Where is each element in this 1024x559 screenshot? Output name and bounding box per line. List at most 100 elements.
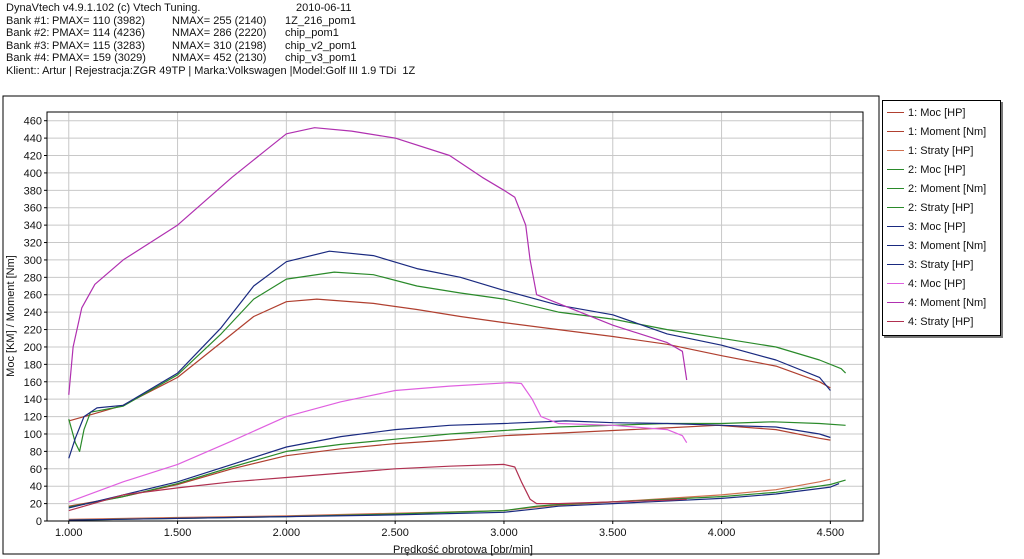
x-tick-label: 4.000: [708, 527, 736, 539]
y-tick-label: 200: [24, 342, 42, 354]
series-line: [68, 424, 831, 507]
y-axis-label: Moc [KM] / Moment [Nm]: [5, 255, 17, 377]
tick-labels: 0 20 40 60 80 100 120 140 160 180 200 220 240 260 280 3…: [24, 116, 844, 539]
x-axis-label: Prędkość obrotowa [obr/min]: [393, 544, 533, 556]
legend-label: 1: Straty [HP]: [908, 144, 974, 157]
series-line: [68, 271, 847, 452]
y-tick-label: 20: [30, 499, 42, 511]
series-line: [68, 483, 840, 521]
bank-file: chip_v2_pom1: [285, 39, 357, 52]
series-line: [68, 463, 687, 512]
legend-label: 4: Straty [HP]: [908, 315, 974, 328]
legend-item: 2: Moc [HP]: [887, 160, 965, 179]
legend-swatch: [887, 207, 904, 208]
legend-swatch: [887, 283, 904, 284]
header-app-line: DynaVtech v4.9.1.102 (c) Vtech Tuning. 2…: [6, 2, 351, 15]
x-tick-label: 3.000: [490, 527, 518, 539]
series-line: [68, 421, 846, 508]
legend-item: 2: Moment [Nm]: [887, 179, 986, 198]
legend-label: 1: Moment [Nm]: [908, 125, 987, 138]
y-tick-label: 280: [24, 272, 42, 284]
header-bank-row: Bank #1: PMAX= 110 (3982) NMAX= 255 (214…: [6, 15, 356, 28]
header-app-title: DynaVtech v4.9.1.102 (c) Vtech Tuning.: [6, 2, 201, 14]
y-tick-label: 160: [24, 377, 42, 389]
header-client-line: Klient:: Artur | Rejestracja:ZGR 49TP | …: [6, 65, 415, 78]
legend-item: 2: Straty [HP]: [887, 198, 973, 217]
y-tick-label: 100: [24, 429, 42, 441]
y-tick-label: 120: [24, 412, 42, 424]
series-line: [68, 382, 688, 503]
y-tick-label: 80: [30, 446, 42, 458]
legend-label: 2: Straty [HP]: [908, 201, 974, 214]
bank-file: 1Z_216_pom1: [285, 14, 356, 27]
legend-label: 4: Moc [HP]: [908, 277, 966, 290]
series-line: [68, 420, 831, 509]
y-tick-label: 0: [36, 516, 42, 528]
x-tick-label: 1.000: [55, 527, 83, 539]
legend-item: 3: Moc [HP]: [887, 217, 965, 236]
y-tick-label: 400: [24, 168, 42, 180]
bank-pmax: PMAX= 114 (4236): [52, 27, 146, 40]
y-tick-label: 360: [24, 203, 42, 215]
series-layer: [68, 127, 847, 521]
y-tick-label: 220: [24, 325, 42, 337]
legend-swatch: [887, 169, 904, 170]
series-line: [68, 478, 831, 520]
bank-pmax: PMAX= 159 (3029): [52, 52, 146, 65]
chart-header: DynaVtech v4.9.1.102 (c) Vtech Tuning. 2…: [6, 2, 415, 78]
bank-nmax: NMAX= 310 (2198): [172, 39, 267, 52]
legend-item: 1: Straty [HP]: [887, 141, 973, 160]
legend-swatch: [887, 112, 904, 113]
legend-swatch: [887, 188, 904, 189]
header-bank-row: Bank #4: PMAX= 159 (3029) NMAX= 452 (213…: [6, 52, 357, 65]
series-line: [68, 127, 688, 395]
legend-item: 3: Straty [HP]: [887, 255, 973, 274]
bank-file: chip_v3_pom1: [285, 52, 357, 65]
legend-item: 3: Moment [Nm]: [887, 236, 986, 255]
legend-item: 1: Moment [Nm]: [887, 122, 986, 141]
bank-pmax: PMAX= 115 (3283): [52, 39, 146, 52]
legend-label: 2: Moment [Nm]: [908, 182, 987, 195]
y-tick-label: 40: [30, 481, 42, 493]
bank-label: Bank #4:: [6, 52, 50, 65]
bank-pmax: PMAX= 110 (3982): [52, 14, 146, 27]
header-bank-row: Bank #3: PMAX= 115 (3283) NMAX= 310 (219…: [6, 40, 357, 53]
y-tick-label: 180: [24, 359, 42, 371]
legend-swatch: [887, 245, 904, 246]
legend: 1: Moc [HP] 1: Moment [Nm] 1: Straty [HP…: [882, 100, 1001, 336]
y-tick-label: 260: [24, 290, 42, 302]
header-bank-row: Bank #2: PMAX= 114 (4236) NMAX= 286 (222…: [6, 27, 339, 40]
grid: [47, 112, 863, 522]
bank-nmax: NMAX= 255 (2140): [172, 14, 267, 27]
bank-nmax: NMAX= 286 (2220): [172, 27, 267, 40]
legend-item: 4: Moc [HP]: [887, 274, 965, 293]
x-tick-label: 2.000: [273, 527, 301, 539]
bank-nmax: NMAX= 452 (2130): [172, 52, 267, 65]
bank-label: Bank #2:: [6, 27, 50, 40]
x-tick-label: 1.500: [164, 527, 192, 539]
legend-swatch: [887, 321, 904, 322]
legend-label: 1: Moc [HP]: [908, 106, 966, 119]
bank-label: Bank #3:: [6, 39, 50, 52]
y-tick-label: 240: [24, 307, 42, 319]
plot-border: [46, 111, 864, 522]
legend-swatch: [887, 150, 904, 151]
y-tick-label: 460: [24, 116, 42, 128]
series-line: [68, 250, 831, 459]
bank-file: chip_pom1: [285, 27, 339, 40]
y-tick-label: 300: [24, 255, 42, 267]
legend-swatch: [887, 302, 904, 303]
y-tick-label: 380: [24, 185, 42, 197]
x-tick-label: 2.500: [381, 527, 409, 539]
x-tick-label: 4.500: [817, 527, 845, 539]
legend-label: 2: Moc [HP]: [908, 163, 966, 176]
y-tick-label: 440: [24, 133, 42, 145]
header-date: 2010-06-11: [296, 2, 352, 14]
x-tick-label: 3.500: [599, 527, 627, 539]
legend-label: 3: Moc [HP]: [908, 220, 966, 233]
bank-label: Bank #1:: [6, 14, 50, 27]
legend-label: 4: Moment [Nm]: [908, 296, 987, 309]
legend-label: 3: Straty [HP]: [908, 258, 974, 271]
y-tick-label: 420: [24, 151, 42, 163]
